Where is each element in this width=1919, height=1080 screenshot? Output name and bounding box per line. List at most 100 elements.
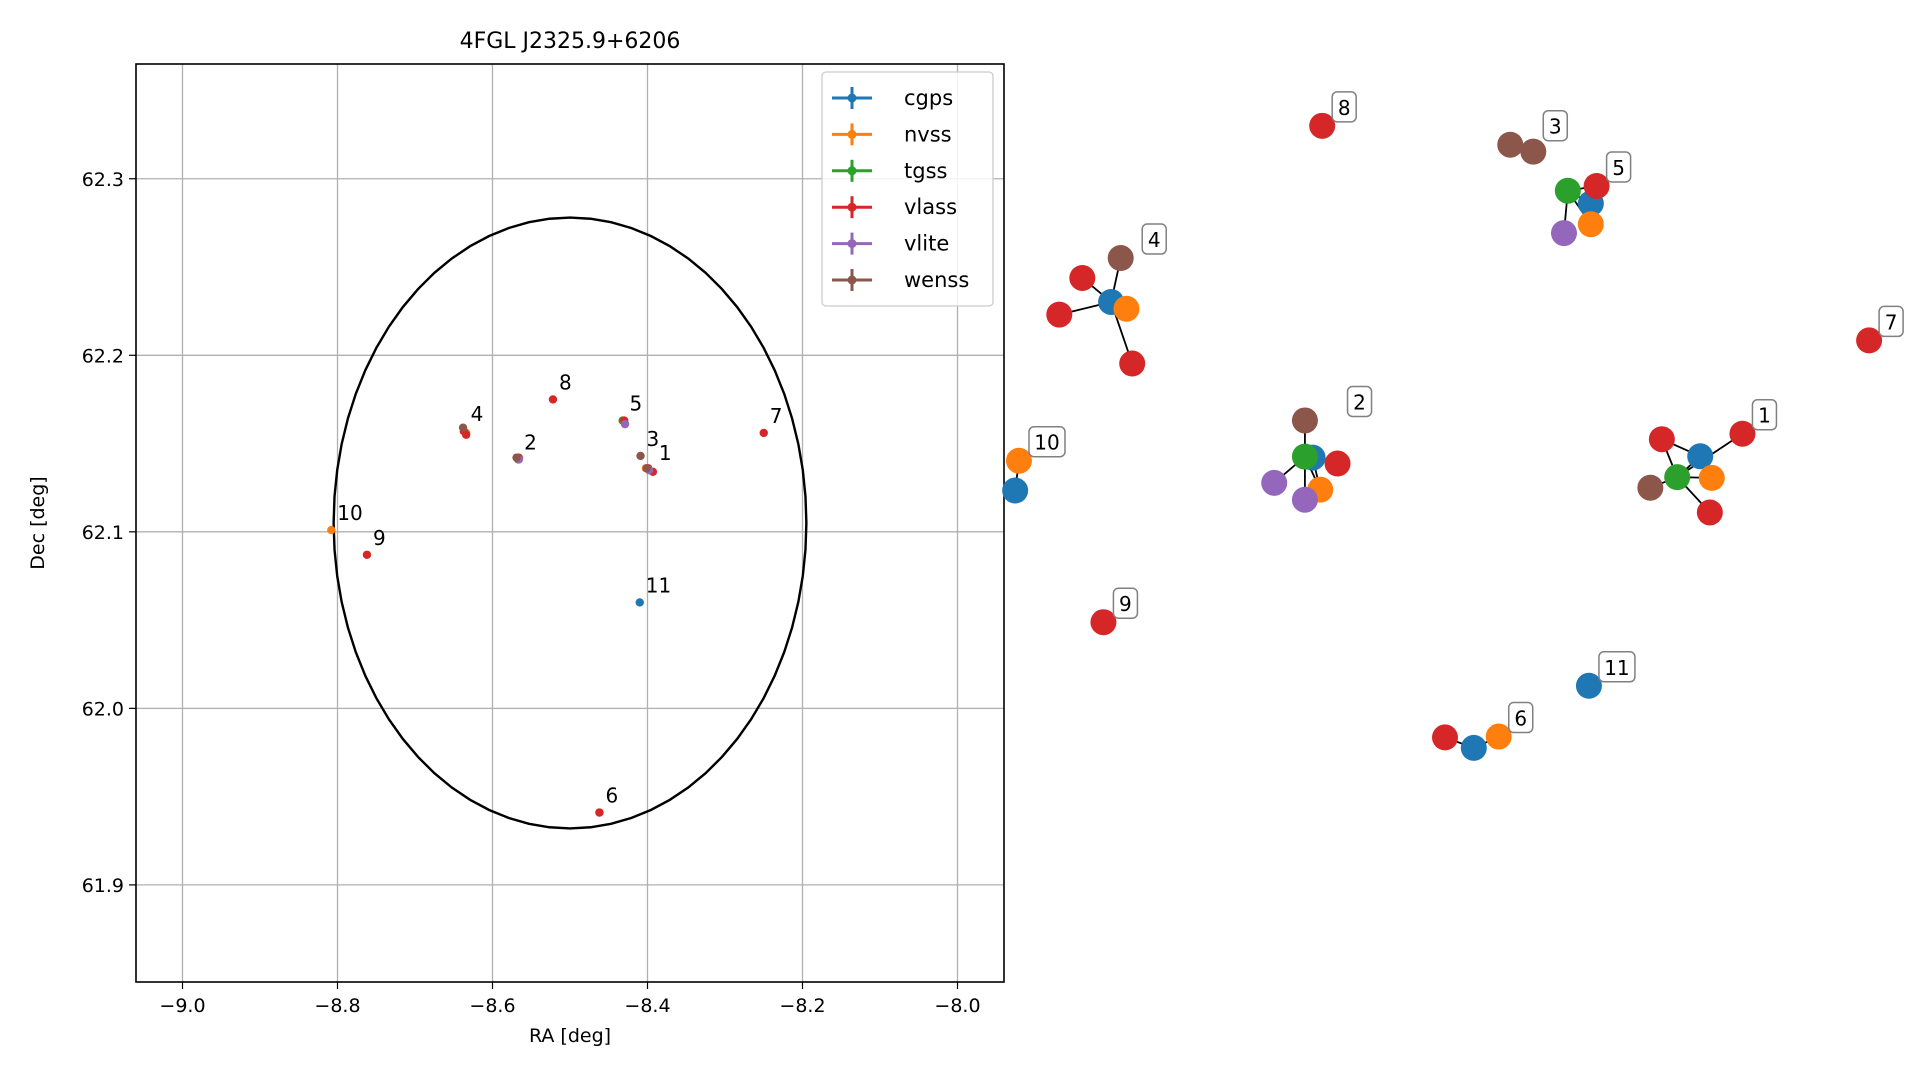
y-tick-label: 62.2: [82, 345, 124, 367]
source-labels: 1 2 3 4 5 6 7 8 9 10 11: [337, 370, 782, 807]
vlass-point: [595, 808, 604, 817]
cluster-label-text: 2: [1353, 390, 1366, 414]
uncertainty-ellipse: [332, 216, 808, 830]
legend: cgps nvss tgss vlass vlite wenss: [821, 71, 994, 307]
legend-marker-dot: [847, 129, 857, 139]
cluster-label-box: [1542, 109, 1569, 142]
x-tick-label: −8.0: [934, 995, 980, 1017]
vlass-point: [548, 395, 558, 404]
x-tick-label: −8.2: [779, 995, 825, 1017]
legend-marker-dot: [847, 202, 857, 212]
scatter-panel: 1 2 3 4 5 6 7 8 9 10 11 −9.0 −8.8 −8.6 −8.4 −8.2 −8.0 61…: [27, 29, 1005, 1047]
source-label: 9: [373, 526, 386, 550]
wenss-point: [642, 464, 651, 473]
network-nodes: [1002, 112, 1883, 761]
x-tick-label: −9.0: [159, 995, 205, 1017]
vlite-point: [620, 419, 630, 429]
cluster-label-5: 5: [1605, 151, 1632, 183]
source-label: 5: [629, 392, 642, 416]
cluster-label-4: 4: [1141, 223, 1167, 255]
legend-entry-tgss: tgss: [832, 159, 947, 183]
vlite-node: [1261, 469, 1288, 496]
vlass-node: [1432, 724, 1459, 751]
cluster-label-text: 1: [1758, 404, 1771, 428]
legend-label: wenss: [904, 268, 969, 292]
cluster-label-box: [1605, 151, 1632, 183]
cluster-label-3: 3: [1542, 109, 1569, 142]
vlass-node: [1696, 499, 1723, 526]
cgps-node: [1575, 672, 1602, 699]
cluster-label-text: 6: [1514, 707, 1527, 731]
cluster-label-text: 11: [1604, 656, 1629, 680]
vlass-node: [1046, 301, 1073, 328]
y-tick-label: 62.0: [82, 698, 124, 720]
tgss-node: [1664, 464, 1691, 491]
nvss-node: [1005, 447, 1032, 474]
cluster-label-1: 1: [1751, 398, 1778, 431]
cluster-label-8: 8: [1331, 91, 1357, 123]
cluster-label-10: 10: [1028, 425, 1066, 458]
legend-marker-dot: [847, 166, 857, 176]
cluster-label-text: 5: [1612, 156, 1625, 180]
legend-label: vlite: [904, 232, 949, 256]
cluster-label-box: [1751, 398, 1778, 431]
vlite-node: [1550, 220, 1577, 247]
cgps-point: [635, 598, 644, 607]
cgps-node: [1687, 443, 1714, 470]
wenss-node: [1637, 474, 1664, 501]
wenss-node: [1520, 138, 1547, 165]
x-tick-label: −8.4: [624, 995, 670, 1017]
axis-ticks: −9.0 −8.8 −8.6 −8.4 −8.2 −8.0 61.9 62.0 62.1 62.2…: [82, 169, 981, 1017]
nvss-node: [1698, 464, 1725, 491]
data-points: [327, 395, 768, 817]
legend-entry-vlite: vlite: [832, 232, 949, 256]
vlass-node: [1583, 172, 1610, 199]
cluster-label-box: [1878, 305, 1904, 338]
legend-marker-dot: [847, 239, 857, 249]
y-tick-label: 61.9: [82, 875, 124, 897]
source-label: 7: [770, 404, 783, 428]
x-axis-label: RA [deg]: [529, 1025, 611, 1047]
vlass-node: [1090, 609, 1117, 636]
nvss-point: [327, 525, 336, 535]
cluster-label-box: [1112, 587, 1139, 619]
vlass-node: [1648, 426, 1675, 453]
source-label: 6: [605, 784, 618, 808]
network-panel: 1 2 3 4 5 6 7 8 9 10 11: [1002, 91, 1904, 761]
y-tick-label: 62.1: [82, 522, 124, 544]
x-tick-label: −8.6: [469, 995, 515, 1017]
wenss-point: [512, 453, 521, 462]
cluster-label-9: 9: [1112, 587, 1139, 619]
source-label: 11: [646, 573, 671, 597]
cluster-label-text: 10: [1034, 431, 1059, 455]
vlite-node: [1291, 486, 1318, 513]
cluster-label-box: [1507, 701, 1534, 734]
legend-box: [821, 71, 994, 307]
source-label: 8: [559, 370, 572, 394]
nvss-node: [1577, 211, 1604, 238]
cluster-label-text: 8: [1338, 96, 1351, 120]
wenss-node: [1497, 131, 1524, 158]
cluster-label-6: 6: [1507, 701, 1534, 734]
vlass-node: [1119, 350, 1146, 377]
legend-label: vlass: [904, 195, 957, 219]
y-tick-label: 62.3: [82, 169, 124, 191]
cluster-label-box: [1028, 425, 1066, 458]
cluster-label-11: 11: [1598, 651, 1636, 683]
legend-entry-cgps: cgps: [832, 86, 953, 110]
legend-label: nvss: [904, 122, 952, 146]
chart-title: 4FGL J2325.9+6206: [460, 29, 681, 54]
wenss-point: [636, 451, 645, 461]
legend-marker-dot: [847, 275, 857, 285]
cgps-node: [1002, 477, 1029, 504]
source-label: 2: [524, 430, 537, 454]
cluster-label-text: 3: [1549, 115, 1562, 139]
legend-entry-nvss: nvss: [832, 122, 952, 146]
vlass-point: [759, 428, 768, 438]
cluster-label-text: 9: [1119, 592, 1132, 616]
tgss-node: [1291, 443, 1318, 470]
cluster-label-text: 7: [1885, 310, 1898, 334]
cluster-label-2: 2: [1346, 385, 1373, 418]
legend-entry-wenss: wenss: [832, 268, 969, 292]
vlass-point: [362, 550, 372, 559]
